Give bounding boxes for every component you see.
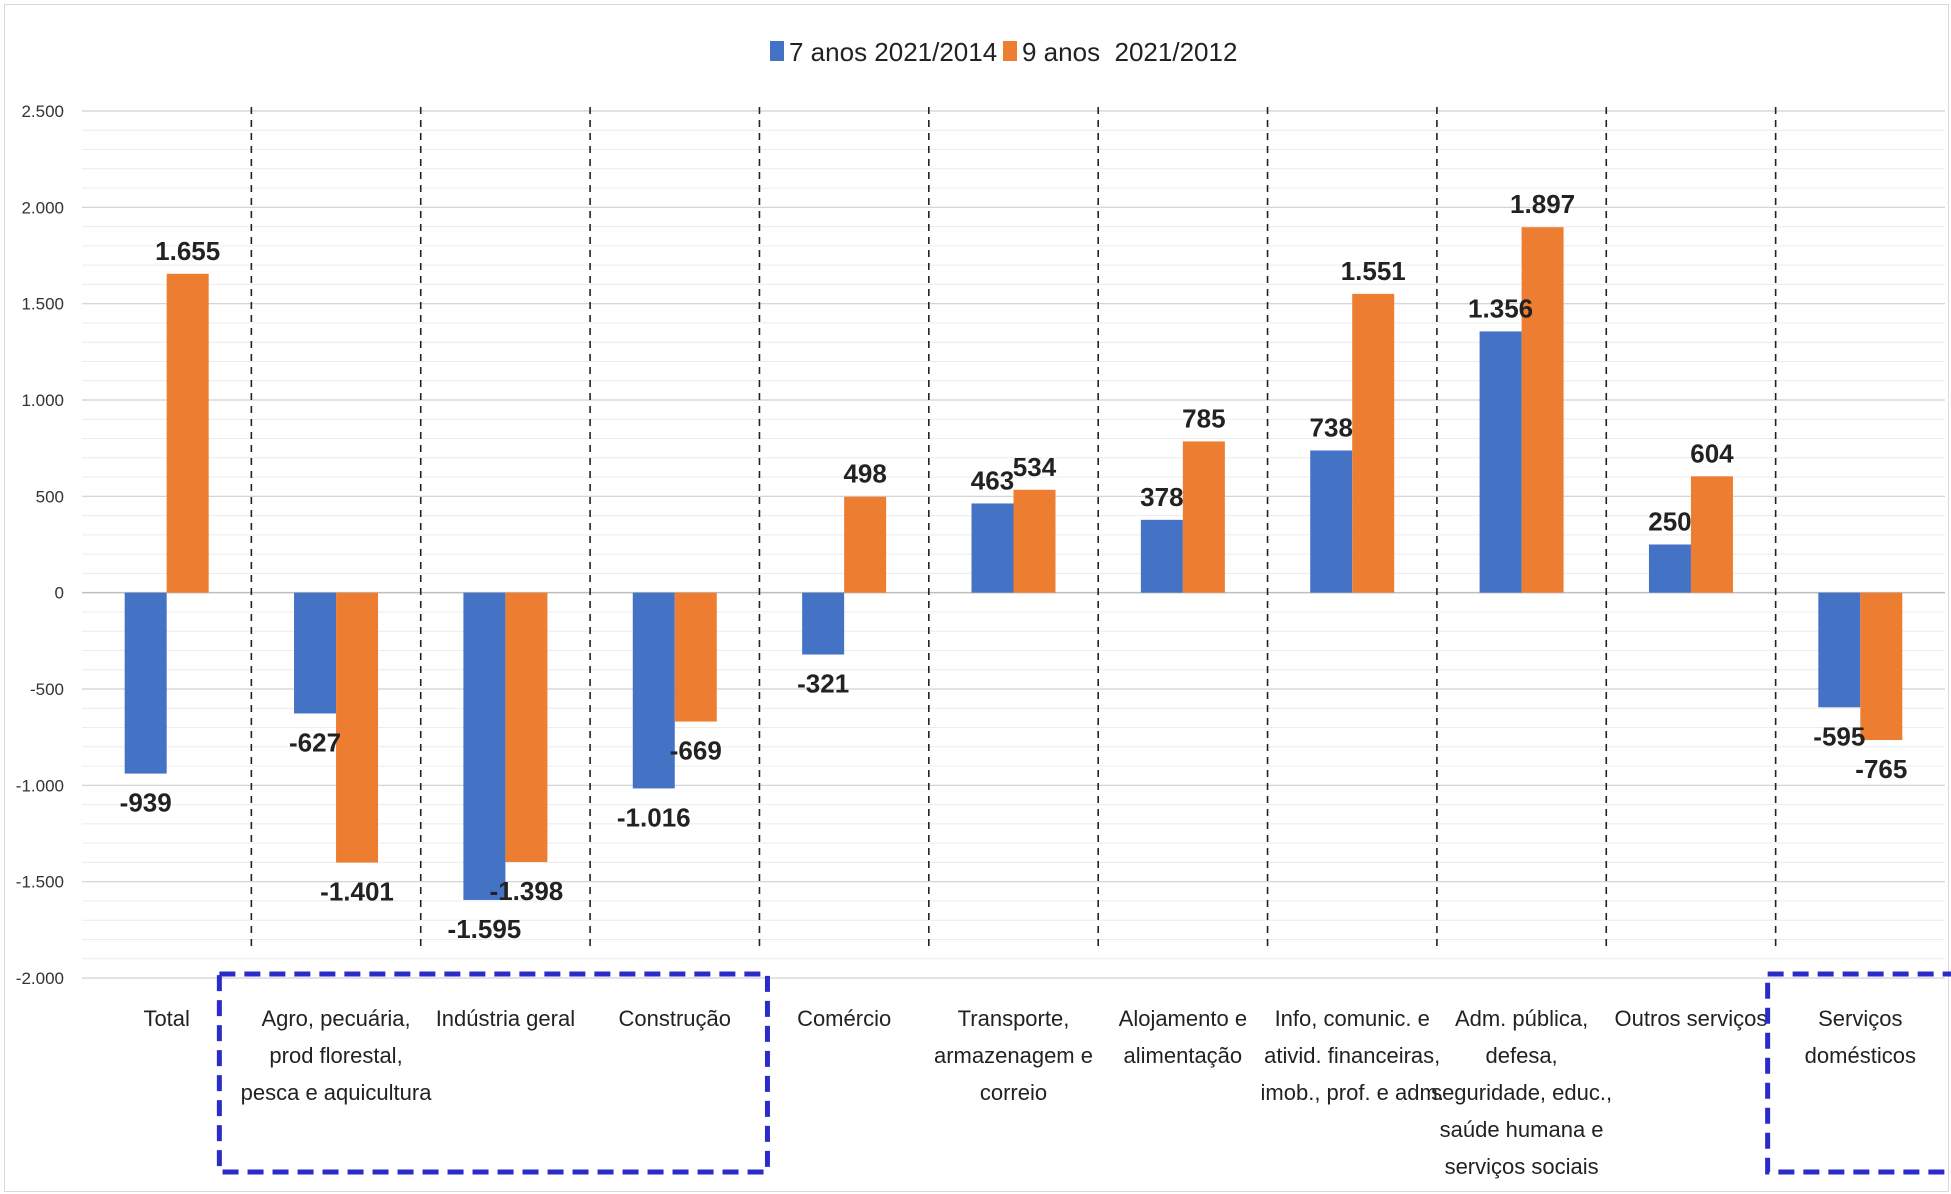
bar-series-2: [844, 496, 887, 593]
bar-series-2: [1352, 293, 1395, 593]
data-label-series-1: 378: [1140, 482, 1183, 512]
data-label-series-2: -669: [670, 736, 722, 766]
bar-series-2: [166, 273, 209, 593]
bar-series-2: [1690, 476, 1733, 593]
y-tick-label: -500: [30, 680, 64, 699]
y-tick-label: 0: [55, 584, 64, 603]
category-separators: [250, 107, 1777, 950]
x-category-label: Info, comunic. e ativid. financeiras, imob…: [1261, 1006, 1444, 1105]
x-category-label: Total: [143, 1006, 189, 1031]
bar-series-1: [1140, 519, 1183, 593]
x-category-label: Comércio: [797, 1006, 891, 1031]
legend: 7 anos 2021/2014 9 anos 2021/2012: [770, 37, 1237, 67]
data-label-series-1: -321: [797, 669, 849, 699]
bar-series-1: [124, 592, 167, 774]
y-tick-label: 1.000: [21, 391, 64, 410]
y-tick-label: -1.500: [16, 873, 64, 892]
data-label-series-1: 738: [1310, 412, 1353, 442]
y-tick-label: -2.000: [16, 969, 64, 988]
x-category-label: Adm. pública, defesa, seguridade, educ., sa…: [1431, 1006, 1612, 1179]
data-label-series-2: 534: [1013, 452, 1057, 482]
y-axis: 2.500 2.000 1.500 1.000 500 0 -500 -1.000 -1.500…: [16, 102, 64, 988]
data-label-series-2: 1.897: [1510, 189, 1575, 219]
bars: [124, 227, 1903, 900]
y-tick-label: 2.000: [21, 198, 64, 217]
bar-series-1: [1310, 450, 1353, 593]
bar-series-2: [674, 592, 717, 722]
bar-series-2: [1521, 227, 1564, 593]
legend-label-series-1: 7 anos 2021/2014: [789, 37, 997, 67]
data-label-series-2: 785: [1182, 403, 1225, 433]
bar-series-1: [463, 592, 506, 900]
bar-series-1: [1818, 592, 1861, 708]
y-tick-label: -1.000: [16, 776, 64, 795]
data-label-series-1: -595: [1813, 721, 1865, 751]
bar-series-1: [294, 592, 337, 714]
x-axis: Total Agro, pecuária, prod florestal, pesca…: [143, 1006, 1916, 1179]
gridlines: [82, 110, 1945, 979]
x-category-label: Transporte, armazenagem e correio: [934, 1006, 1093, 1105]
bar-series-2: [336, 592, 379, 863]
highlight-boxes: [216, 971, 1951, 1175]
bar-series-2: [1182, 441, 1225, 593]
bar-series-1: [632, 592, 675, 789]
data-label-series-2: 1.655: [155, 236, 220, 266]
y-tick-label: 500: [36, 487, 64, 506]
data-label-series-2: -765: [1855, 754, 1907, 784]
data-label-series-2: 604: [1690, 438, 1734, 468]
legend-swatch-series-1: [770, 41, 784, 61]
highlight-box-domestic-services: [1765, 971, 1951, 1175]
x-category-label: Indústria geral: [436, 1006, 575, 1031]
data-labels: -939 -627 -1.595 -1.016 -321 463 378 738 1.356 25…: [120, 189, 1908, 944]
data-label-series-2: 1.551: [1341, 256, 1406, 286]
data-label-series-1: -939: [120, 788, 172, 818]
y-tick-label: 2.500: [21, 102, 64, 121]
data-label-series-2: -1.398: [490, 876, 564, 906]
data-label-series-2: -1.401: [320, 877, 394, 907]
bar-series-2: [1860, 592, 1903, 741]
highlight-box-primary-sectors: [216, 971, 770, 1175]
x-category-label: Agro, pecuária, prod florestal, pesca e aq…: [241, 1006, 433, 1105]
data-label-series-1: -627: [289, 727, 341, 757]
data-label-series-1: -1.595: [448, 914, 522, 944]
y-tick-label: 1.500: [21, 295, 64, 314]
bar-series-1: [1648, 544, 1691, 593]
data-label-series-1: 1.356: [1468, 293, 1533, 323]
bar-series-2: [505, 592, 548, 863]
bar-series-1: [971, 503, 1014, 593]
data-label-series-1: -1.016: [617, 802, 691, 832]
bar-series-2: [1013, 489, 1056, 593]
data-label-series-2: 498: [843, 459, 886, 489]
x-category-label: Serviços domésticos: [1805, 1006, 1916, 1068]
x-category-label: Outros serviços: [1615, 1006, 1768, 1031]
x-category-label: Construção: [619, 1006, 732, 1031]
bar-series-1: [802, 592, 845, 655]
data-label-series-1: 250: [1648, 507, 1691, 537]
x-category-label: Alojamento e alimentação: [1119, 1006, 1247, 1068]
legend-swatch-series-2: [1003, 41, 1017, 61]
bar-series-1: [1479, 331, 1522, 593]
data-label-series-1: 463: [971, 465, 1014, 495]
legend-label-series-2: 9 anos 2021/2012: [1022, 37, 1237, 67]
